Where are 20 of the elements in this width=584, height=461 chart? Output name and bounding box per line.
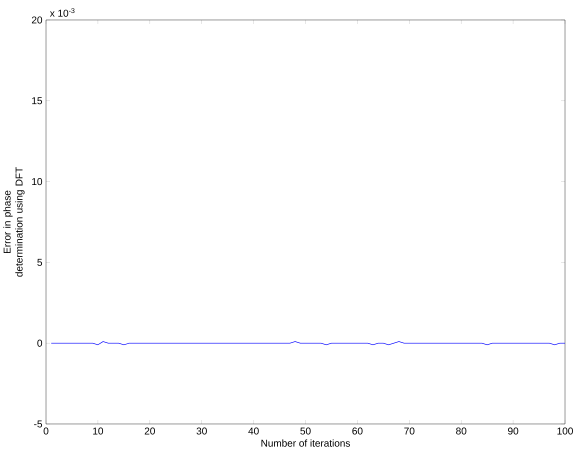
y-tick-label: 5 (37, 258, 42, 266)
x-tick-label: 90 (508, 428, 518, 435)
text: x 10$^{-3}$ (50, 8, 75, 17)
x-tick-label: 70 (404, 428, 414, 435)
x-tick-label: 50 (300, 428, 311, 435)
x-tick-label: 10 (93, 428, 104, 435)
y-tick-label: 0 (37, 340, 42, 347)
y-tick-label: 15 (32, 97, 42, 104)
x-tick-label: 100 (557, 428, 573, 435)
x-tick-label: 20 (144, 428, 155, 435)
y-tick-label: 20 (32, 16, 42, 24)
x-tick-label: 60 (352, 428, 363, 435)
x-tick-label: 80 (456, 428, 466, 435)
y-axis-title: Error in phase determination using DFT (3, 167, 25, 277)
x-tick-label: 30 (196, 428, 207, 435)
y-tick-label: 10 (32, 178, 42, 186)
x-axis-title: Number of iterations (261, 439, 350, 447)
x-tick-label: 0 (44, 428, 48, 435)
y-tick-label: -5 (34, 420, 42, 428)
x-tick-label: 40 (248, 428, 259, 435)
